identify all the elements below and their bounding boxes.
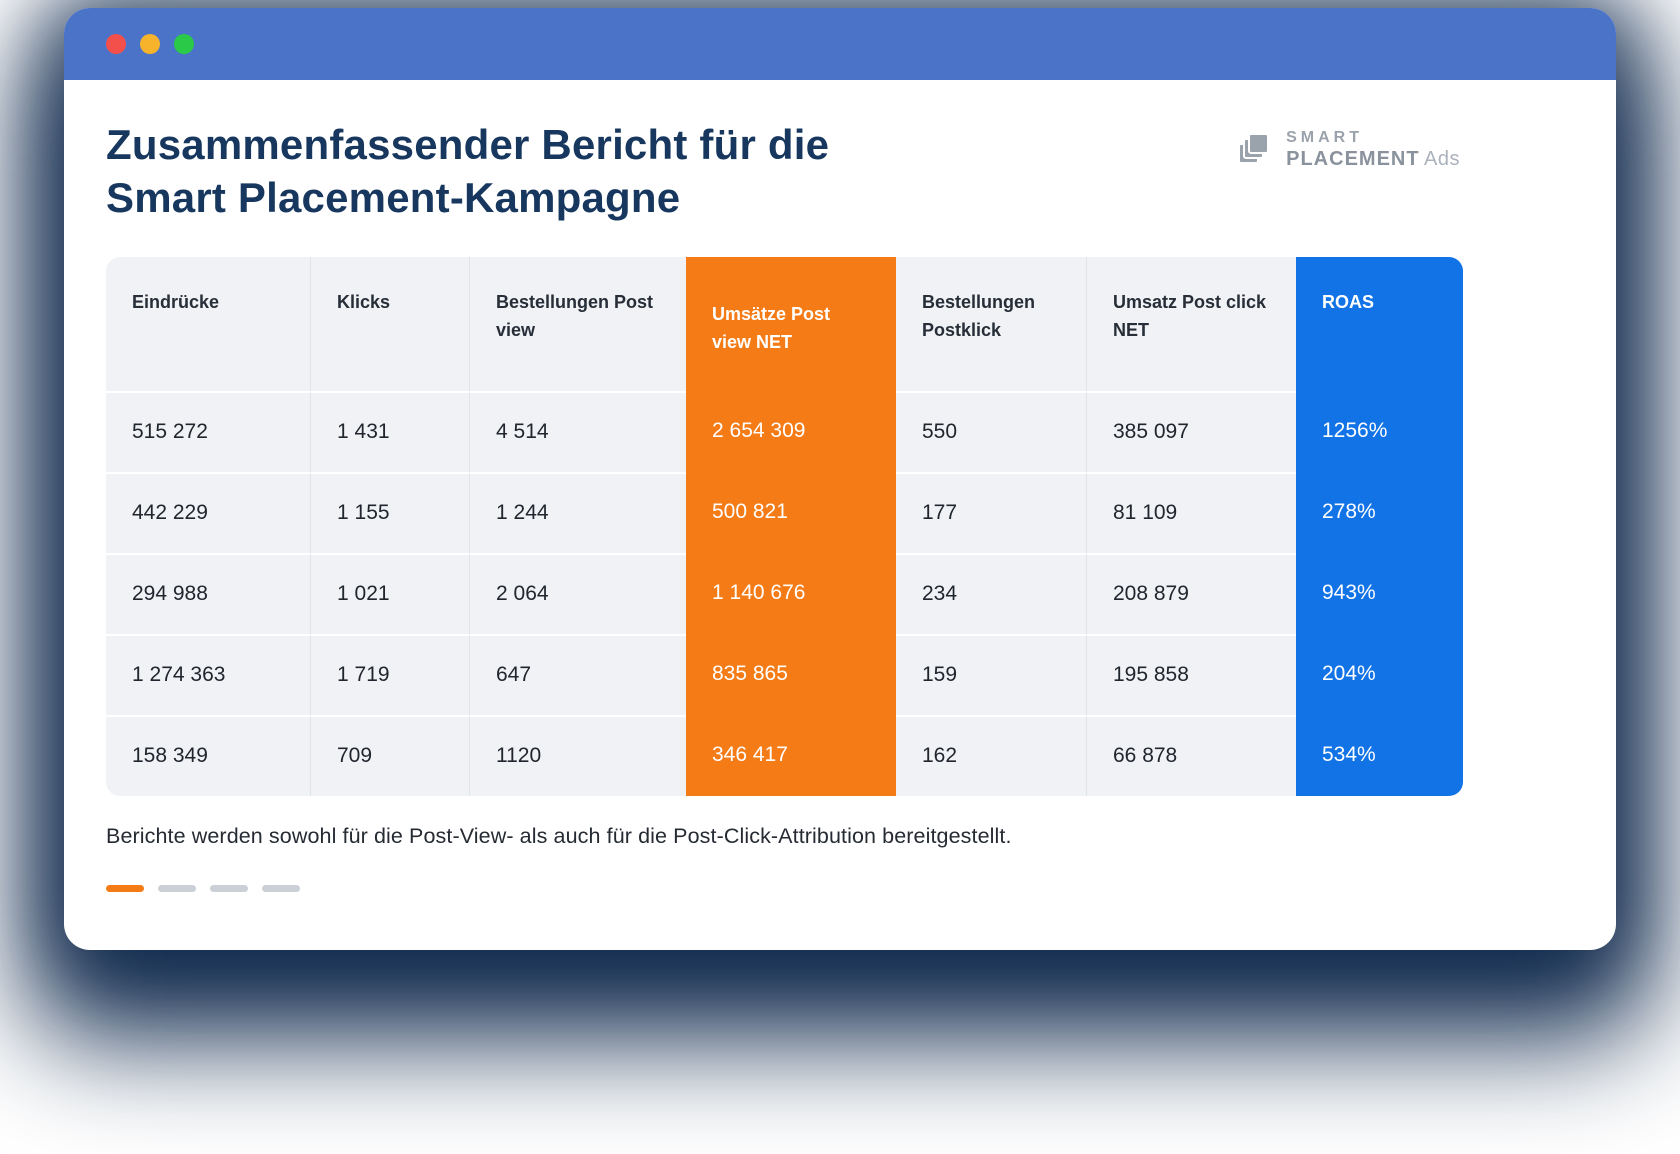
report-table: Eindrücke Klicks Bestellungen Post view Ums… xyxy=(106,256,1463,796)
pagination-dash[interactable] xyxy=(106,884,144,892)
table-cell: 1 274 363 xyxy=(106,633,310,715)
table-cell: 278% xyxy=(1296,471,1463,553)
brand-name-suffix: Ads xyxy=(1424,148,1460,171)
page-title: Zusammenfassender Bericht für die Smart … xyxy=(106,121,830,222)
brand-logo-text: SMART PLACEMENT Ads xyxy=(1286,128,1460,171)
brand-name-bottom: PLACEMENT xyxy=(1286,148,1420,171)
table-cell: 177 xyxy=(896,471,1086,553)
report-table-head-row: Eindrücke Klicks Bestellungen Post view Ums… xyxy=(106,256,1463,391)
close-window-button[interactable] xyxy=(106,34,126,54)
table-cell: 385 097 xyxy=(1086,390,1296,472)
table-row: 158 349 709 1120 346 417 162 66 878 534% xyxy=(106,714,1463,796)
column-header: Umsätze Post view NET xyxy=(686,256,896,391)
report-table-body: 515 272 1 431 4 514 2 654 309 550 385 097 1256… xyxy=(106,390,1463,796)
table-cell: 647 xyxy=(469,633,686,715)
app-window: Zusammenfassender Bericht für die Smart … xyxy=(64,8,1616,950)
zoom-window-button[interactable] xyxy=(174,34,194,54)
pagination-dash[interactable] xyxy=(262,884,300,892)
table-row: 294 988 1 021 2 064 1 140 676 234 208 879 943% xyxy=(106,552,1463,634)
pagination xyxy=(106,884,1570,892)
column-header: Umsatz Post click NET xyxy=(1086,256,1296,391)
table-cell: 234 xyxy=(896,552,1086,634)
table-cell: 835 865 xyxy=(686,633,896,715)
table-cell: 550 xyxy=(896,390,1086,472)
column-header: Bestellungen Post view xyxy=(469,256,686,391)
table-cell: 1 719 xyxy=(310,633,469,715)
pagination-dash[interactable] xyxy=(210,884,248,892)
table-cell: 81 109 xyxy=(1086,471,1296,553)
table-cell: 159 xyxy=(896,633,1086,715)
column-header: Eindrücke xyxy=(106,256,310,391)
table-cell: 208 879 xyxy=(1086,552,1296,634)
table-cell: 1120 xyxy=(469,714,686,796)
window-titlebar xyxy=(64,8,1616,80)
table-cell: 442 229 xyxy=(106,471,310,553)
table-cell: 294 988 xyxy=(106,552,310,634)
column-header: ROAS xyxy=(1296,256,1463,391)
footnote-text: Berichte werden sowohl für die Post-View… xyxy=(106,823,1012,848)
table-cell: 709 xyxy=(310,714,469,796)
table-cell: 2 064 xyxy=(469,552,686,634)
report-header: Zusammenfassender Bericht für die Smart … xyxy=(106,118,1570,225)
table-cell: 1 244 xyxy=(469,471,686,553)
table-cell: 1256% xyxy=(1296,390,1463,472)
table-cell: 1 155 xyxy=(310,471,469,553)
brand-logo: SMART PLACEMENT Ads xyxy=(1234,128,1460,171)
table-row: 442 229 1 155 1 244 500 821 177 81 109 278% xyxy=(106,471,1463,553)
report-table-wrapper: Eindrücke Klicks Bestellungen Post view Ums… xyxy=(106,256,1463,796)
table-cell: 500 821 xyxy=(686,471,896,553)
table-cell: 158 349 xyxy=(106,714,310,796)
table-row: 1 274 363 1 719 647 835 865 159 195 858 204% xyxy=(106,633,1463,715)
column-header: Bestellungen Postklick xyxy=(896,256,1086,391)
brand-name-top: SMART xyxy=(1286,129,1364,146)
table-cell: 1 021 xyxy=(310,552,469,634)
table-cell: 2 654 309 xyxy=(686,390,896,472)
window-content: Zusammenfassender Bericht für die Smart … xyxy=(64,80,1616,892)
layers-icon xyxy=(1234,130,1274,170)
table-cell: 534% xyxy=(1296,714,1463,796)
table-cell: 346 417 xyxy=(686,714,896,796)
table-cell: 1 431 xyxy=(310,390,469,472)
table-cell: 162 xyxy=(896,714,1086,796)
table-cell: 1 140 676 xyxy=(686,552,896,634)
table-cell: 4 514 xyxy=(469,390,686,472)
table-cell: 66 878 xyxy=(1086,714,1296,796)
table-cell: 195 858 xyxy=(1086,633,1296,715)
minimize-window-button[interactable] xyxy=(140,34,160,54)
table-row: 515 272 1 431 4 514 2 654 309 550 385 097 1256… xyxy=(106,390,1463,472)
table-cell: 515 272 xyxy=(106,390,310,472)
table-cell: 943% xyxy=(1296,552,1463,634)
column-header: Klicks xyxy=(310,256,469,391)
pagination-dash[interactable] xyxy=(158,884,196,892)
table-cell: 204% xyxy=(1296,633,1463,715)
